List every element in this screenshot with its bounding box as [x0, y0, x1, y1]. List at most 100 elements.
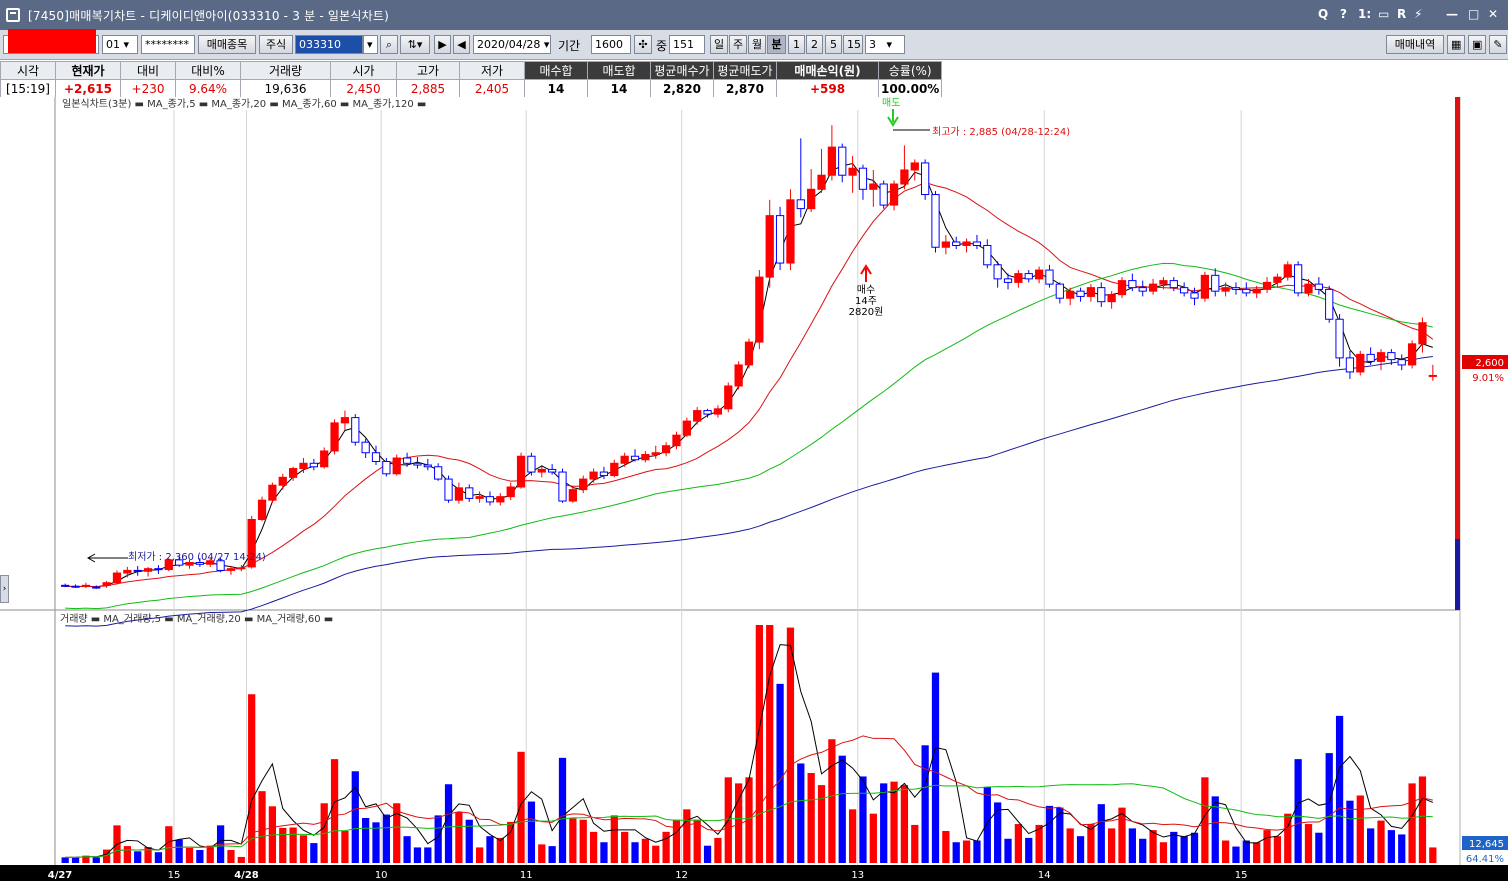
candle-body — [1376, 352, 1386, 362]
market-type-button[interactable]: 주식 — [259, 35, 293, 54]
prev-arrow-icon[interactable]: ◀ — [453, 35, 470, 54]
volume-bar — [931, 672, 940, 863]
print-icon[interactable]: ▭ — [1378, 7, 1390, 21]
volume-bar — [465, 819, 473, 863]
candle-body — [941, 241, 950, 248]
volume-bar — [838, 755, 846, 863]
candle-body — [869, 183, 878, 190]
chart-svg[interactable]: 일본식차트(3분) ▬ MA_종가,5 ▬ MA_종가,20 ▬ MA_종가,6… — [0, 97, 1508, 881]
low-price-note: 최저가 : 2,360 (04/27 14:24) — [128, 551, 266, 563]
candle-body — [278, 476, 287, 486]
value-high: 2,885 — [396, 79, 460, 98]
help-icon[interactable]: ? — [1340, 7, 1347, 21]
candle-body — [1003, 278, 1013, 283]
candle-body — [1304, 283, 1313, 294]
volume-bar — [455, 811, 463, 863]
stock-code-input[interactable]: 033310 — [295, 35, 363, 54]
link-icon[interactable]: 1: — [1358, 7, 1372, 21]
volume-bar — [330, 759, 339, 863]
reset-icon[interactable]: R — [1397, 7, 1407, 21]
header-avg-buy: 평균매수가 — [650, 61, 714, 80]
date-input[interactable]: 2020/04/28 ▾ — [473, 35, 551, 54]
trade-items-button[interactable]: 매매종목 — [198, 35, 256, 54]
volume-bar — [486, 836, 494, 863]
tab-week[interactable]: 주 — [729, 35, 747, 54]
x-tick-label: 15 — [168, 870, 181, 881]
close-icon[interactable]: ✕ — [1488, 7, 1499, 21]
x-tick-label: 4/28 — [234, 870, 259, 881]
tab-month[interactable]: 월 — [748, 35, 766, 54]
candle-body — [423, 464, 432, 468]
candle-body — [765, 215, 774, 278]
volume-legend: 거래량 ▬ MA_거래량,5 ▬ MA_거래량,20 ▬ MA_거래량,60 ▬ — [60, 613, 333, 625]
stock-code-dropdown[interactable]: ▾ — [363, 35, 378, 54]
toolbar: 01 ▾ ******** 매매종목 주식 033310 ▾ ⌕ ⇅▾ ▶ ◀ … — [0, 30, 1508, 60]
account-suffix-select[interactable]: 01 ▾ — [102, 35, 138, 54]
volume-bar — [921, 745, 929, 863]
candle-body — [61, 584, 70, 587]
color-settings-icon[interactable]: ✣ — [634, 35, 652, 54]
volume-bar — [1170, 831, 1178, 863]
middle-input[interactable]: 151 — [669, 35, 705, 54]
volume-bar — [1149, 830, 1157, 863]
volume-bar — [662, 831, 670, 863]
volume-bar — [393, 803, 401, 863]
candle-body — [1325, 288, 1334, 320]
tab-day[interactable]: 일 — [710, 35, 728, 54]
volume-bar — [1108, 828, 1116, 863]
volume-bar — [621, 831, 629, 863]
volume-bar — [1294, 759, 1302, 863]
save-icon[interactable]: ▣ — [1468, 35, 1486, 54]
volume-bar — [1180, 836, 1188, 863]
volume-bar — [994, 802, 1002, 863]
password-field[interactable]: ******** — [141, 35, 195, 54]
candle-body — [962, 241, 971, 246]
interval-15-button[interactable]: 15 — [843, 35, 863, 54]
wrench-icon[interactable]: ✎ — [1489, 35, 1507, 54]
candle-body — [361, 441, 370, 454]
expand-panel-button[interactable]: › — [0, 575, 9, 603]
volume-bar — [496, 837, 504, 863]
candle-body — [164, 559, 173, 571]
interval-1-button[interactable]: 1 — [788, 35, 805, 54]
table-icon[interactable]: ▦ — [1447, 35, 1465, 54]
interval-5-button[interactable]: 5 — [825, 35, 842, 54]
minimize-icon[interactable]: — — [1446, 7, 1458, 21]
candle-body — [1397, 359, 1406, 366]
candle-body — [195, 562, 204, 565]
search-window-icon[interactable]: Q — [1318, 7, 1329, 21]
candle-body — [589, 471, 598, 480]
tab-minute[interactable]: 분 — [767, 35, 786, 54]
volume-bar — [1014, 824, 1023, 863]
volume-bar — [372, 822, 380, 863]
search-icon[interactable]: ⌕ — [380, 35, 398, 54]
pin-icon[interactable]: ⚡ — [1414, 7, 1423, 21]
volume-bar — [1232, 846, 1240, 863]
candle-body — [672, 434, 681, 447]
volume-bar — [859, 776, 867, 863]
candle-body — [465, 487, 474, 499]
interval-2-button[interactable]: 2 — [806, 35, 823, 54]
volume-bar — [82, 855, 90, 863]
next-arrow-icon[interactable]: ▶ — [434, 35, 451, 54]
ma120-line — [65, 355, 1433, 627]
candle-body — [444, 478, 453, 501]
trade-history-button[interactable]: 매매내역 — [1386, 35, 1444, 54]
buy-quantity-label: 14주 — [855, 296, 877, 307]
candle-body — [288, 468, 298, 478]
candle-body — [848, 167, 857, 176]
maximize-icon[interactable]: □ — [1468, 7, 1480, 21]
candle-body — [610, 462, 619, 477]
period-input[interactable]: 1600 — [591, 35, 631, 54]
candle-body — [682, 420, 691, 436]
candle-body — [827, 146, 837, 176]
header-low: 저가 — [459, 61, 525, 80]
chart-area[interactable]: 일본식차트(3분) ▬ MA_종가,5 ▬ MA_종가,20 ▬ MA_종가,6… — [0, 97, 1508, 881]
x-axis-bar — [0, 865, 1508, 881]
candle-body — [1034, 269, 1044, 280]
value-change: +230 — [120, 79, 176, 98]
interval-select[interactable]: 3 ▾ — [865, 35, 905, 54]
sort-icon[interactable]: ⇅▾ — [400, 35, 430, 54]
value-pnl: +598 — [776, 79, 879, 98]
candle-body — [817, 174, 826, 190]
